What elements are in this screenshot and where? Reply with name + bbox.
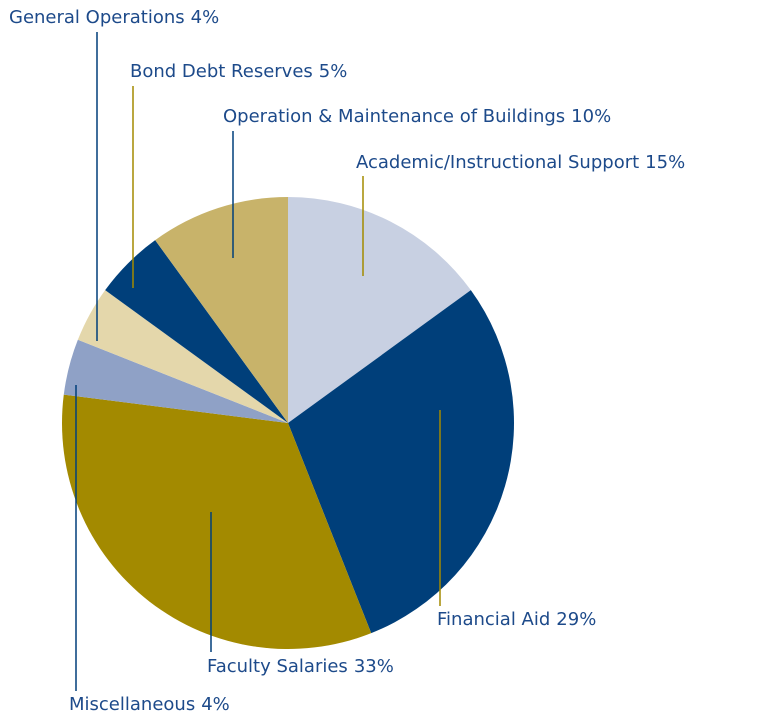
slice-name: Operation & Maintenance of Buildings [223,106,565,127]
slice-name: General Operations [9,7,185,28]
slice-label: General Operations 4% [9,7,219,28]
pie-slice [288,290,514,634]
pie-slice [105,240,288,423]
slice-label: Operation & Maintenance of Buildings 10% [223,106,611,127]
slice-name: Miscellaneous [69,694,195,715]
slice-name: Bond Debt Reserves [130,61,313,82]
slice-value: 33% [354,656,394,677]
pie-slice [63,339,289,423]
slice-label: Academic/Instructional Support 15% [356,152,685,173]
slice-value: 4% [191,7,220,28]
slice-value: 15% [645,152,685,173]
slice-name: Faculty Salaries [207,656,348,677]
pie-slice [155,197,288,423]
slice-label: Faculty Salaries 33% [207,656,394,677]
pie-slice [61,394,372,649]
pie-slice [77,290,288,423]
slice-label: Bond Debt Reserves 5% [130,61,347,82]
slice-value: 5% [319,61,348,82]
slice-label: Miscellaneous 4% [69,694,230,715]
slice-value: 29% [556,609,596,630]
slice-name: Academic/Instructional Support [356,152,639,173]
slice-name: Financial Aid [437,609,550,630]
slice-value: 10% [571,106,611,127]
pie-slice [288,197,471,423]
slice-value: 4% [201,694,230,715]
slice-label: Financial Aid 29% [437,609,596,630]
